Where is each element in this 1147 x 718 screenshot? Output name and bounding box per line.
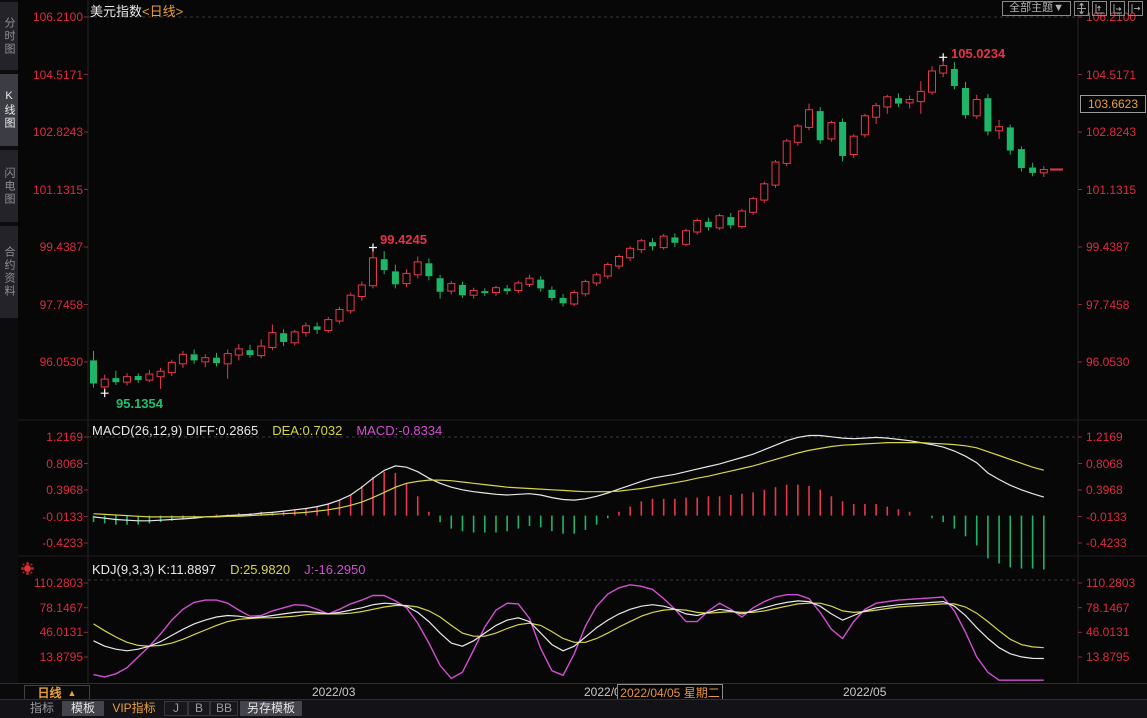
titlebar: 美元指数<日线> 全部主题▼ <box>0 0 1147 19</box>
y-axis-label: 106.2100 <box>32 10 83 24</box>
y-axis-label: 110.2803 <box>33 576 83 590</box>
y-axis-label: 97.7458 <box>39 297 83 312</box>
y-axis-label: 0.3968 <box>1086 483 1123 497</box>
y-axis-label: 0.3968 <box>46 483 83 497</box>
y-axis-label: 104.5171 <box>1086 67 1137 82</box>
y-axis-label: 46.0131 <box>39 625 83 640</box>
y-axis-label: -0.0133 <box>42 509 83 524</box>
themes-dropdown-button[interactable]: 全部主题▼ <box>1002 1 1071 16</box>
y-axis-label: 101.1315 <box>1086 182 1137 197</box>
y-axis-label: 13.8795 <box>1086 650 1130 664</box>
tab-indicator[interactable]: 指标 <box>29 701 54 715</box>
chart-title: 美元指数<日线> <box>90 1 183 20</box>
high-annotation: 105.0234 <box>951 46 1006 61</box>
y-axis-label: 101.1315 <box>32 182 83 197</box>
x-axis-label: 2022/05 <box>843 685 887 699</box>
y-axis-label: 46.0131 <box>1086 625 1130 640</box>
tab-b[interactable]: B <box>188 701 210 716</box>
y-axis-label: 96.0530 <box>1086 355 1130 369</box>
macd-params-and-diff: MACD(26,12,9) DIFF:0.2865 <box>92 423 259 438</box>
y-axis-label: 78.1467 <box>1086 600 1130 615</box>
y-axis-label: 99.4387 <box>39 239 83 254</box>
sidebar-item-lightning[interactable]: 闪电图 <box>0 150 18 222</box>
y-axis-label: 96.0530 <box>39 355 83 369</box>
macd-dea-value: DEA:0.7032 <box>272 423 343 438</box>
y-axis-label: 97.7458 <box>1086 297 1130 312</box>
tab-vip-indicator[interactable]: VIP指标 <box>112 701 156 715</box>
sidebar-label: K线图 <box>3 90 15 130</box>
swing-high-annotation: 99.4245 <box>380 232 427 247</box>
y-axis-label: 1.2169 <box>1086 430 1123 444</box>
move-icon[interactable] <box>1074 1 1089 16</box>
low-annotation: 95.1354 <box>116 396 163 411</box>
kdj-j-value: J:-16.2950 <box>304 562 366 577</box>
y-axis-label: 102.8243 <box>32 125 83 139</box>
y-axis-label: -0.0133 <box>1086 509 1127 524</box>
period-selector[interactable]: 日线 ▲ <box>24 685 90 700</box>
kdj-d-value: D:25.9820 <box>230 562 291 577</box>
bottom-toolbar: 指标 模板 VIP指标 J B BB 另存模板 <box>0 699 1147 718</box>
period-label: 日线 <box>37 686 62 700</box>
scale-horizontal-icon[interactable] <box>1110 1 1125 16</box>
y-axis-label: 13.8795 <box>39 650 83 664</box>
kdj-header: KDJ(9,3,3) K:11.8897 D:25.9820 J:-16.2950 <box>92 562 366 577</box>
topbar-controls: 全部主题▼ <box>1002 1 1143 16</box>
y-axis-label: 99.4387 <box>1086 239 1130 254</box>
y-axis-label: 0.8068 <box>46 456 83 471</box>
pan-right-icon[interactable] <box>1128 1 1143 16</box>
y-axis-label: 0.8068 <box>1086 456 1123 471</box>
left-sidebar: 分时图 K线图 闪电图 合约资料 <box>0 0 18 683</box>
sidebar-item-timeshare[interactable]: 分时图 <box>0 2 18 70</box>
symbol-name: 美元指数 <box>90 4 143 19</box>
period-tag: <日线> <box>142 4 184 19</box>
y-axis-label: 1.2169 <box>46 430 83 444</box>
y-axis-label: -0.4233 <box>42 536 83 550</box>
last-price-box: 103.6623 <box>1080 95 1146 113</box>
sidebar-item-kline[interactable]: K线图 <box>0 74 18 146</box>
scale-vertical-icon[interactable] <box>1092 1 1107 16</box>
y-axis-label: 110.2803 <box>1086 576 1136 590</box>
tab-template[interactable]: 模板 <box>62 701 104 716</box>
x-axis-label: 2022/03 <box>312 685 356 699</box>
y-axis-label: 102.8243 <box>1086 125 1137 139</box>
y-axis-label: -0.4233 <box>1086 536 1127 550</box>
sidebar-label: 闪电图 <box>3 166 15 206</box>
tab-bb[interactable]: BB <box>210 701 238 716</box>
x-axis-row: 日线 ▲ 2022/03 2022/04 2022/05 2022/04/05 星… <box>0 683 1147 700</box>
tab-save-template[interactable]: 另存模板 <box>240 701 302 716</box>
macd-macd-value: MACD:-0.8334 <box>356 423 443 438</box>
x-axis-label: 2022/04 <box>584 685 628 699</box>
sidebar-label: 合约资料 <box>3 246 15 298</box>
chevron-up-icon: ▲ <box>67 687 77 698</box>
macd-header: MACD(26,12,9) DIFF:0.2865 DEA:0.7032 MACD:… <box>92 423 442 438</box>
y-axis-label: 104.5171 <box>32 67 83 82</box>
sidebar-item-contract-info[interactable]: 合约资料 <box>0 226 18 318</box>
kdj-params-and-k: KDJ(9,3,3) K:11.8897 <box>92 562 217 577</box>
tab-j[interactable]: J <box>164 701 188 716</box>
sidebar-label: 分时图 <box>3 16 15 56</box>
crosshair-date-box: 2022/04/05 星期二 <box>617 684 723 700</box>
y-axis-label: 78.1467 <box>39 600 83 615</box>
alert-icon[interactable] <box>24 565 31 572</box>
